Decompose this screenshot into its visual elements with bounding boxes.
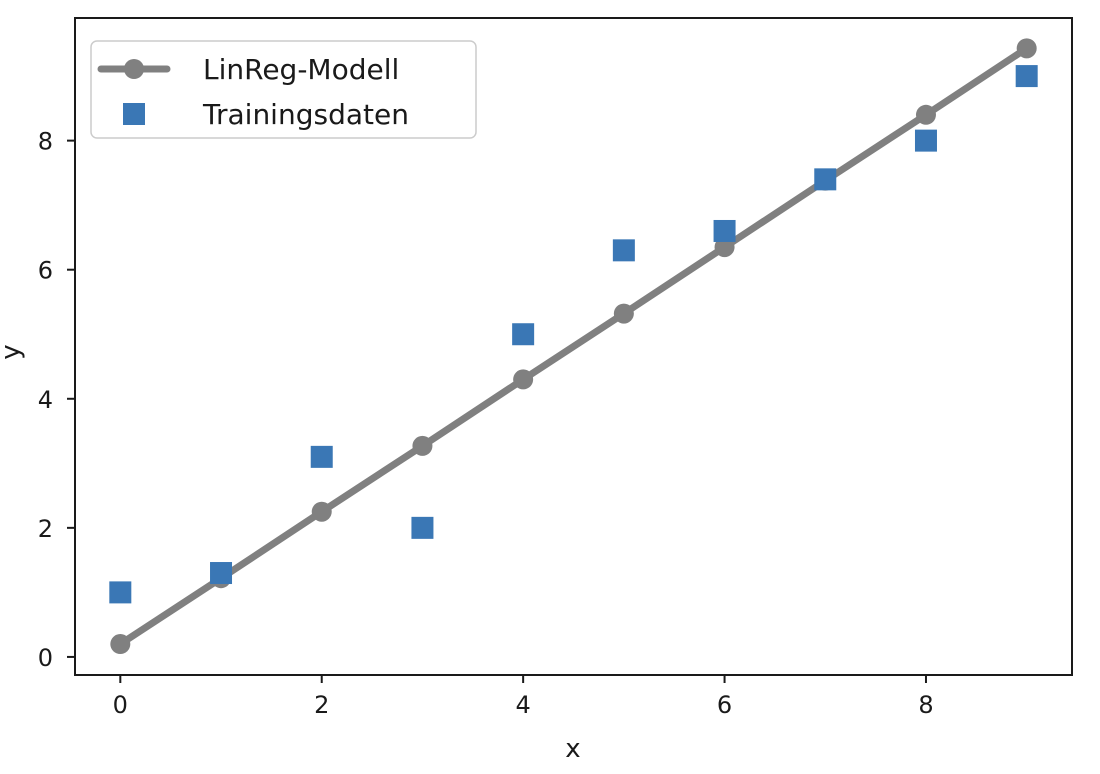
x-tick-label: 8 bbox=[918, 691, 933, 719]
regression-point bbox=[412, 435, 433, 456]
x-tick-label: 0 bbox=[113, 691, 128, 719]
x-tick-label: 2 bbox=[314, 691, 329, 719]
y-tick-label: 6 bbox=[38, 257, 53, 285]
training-data-point bbox=[612, 239, 635, 262]
y-tick-label: 4 bbox=[38, 386, 53, 414]
y-tick-label: 0 bbox=[38, 644, 53, 672]
training-data-point bbox=[914, 129, 937, 152]
regression-point bbox=[1016, 38, 1037, 59]
training-data-point bbox=[1015, 65, 1038, 88]
regression-point bbox=[613, 303, 634, 324]
y-tick-label: 8 bbox=[38, 128, 53, 156]
series-trainingsdaten bbox=[109, 65, 1038, 604]
legend-box bbox=[90, 40, 477, 139]
training-data-point bbox=[713, 219, 736, 242]
regression-point bbox=[714, 237, 735, 258]
x-tick-label: 6 bbox=[717, 691, 732, 719]
training-data-point bbox=[814, 168, 837, 191]
x-axis-label: x bbox=[565, 734, 580, 764]
legend-marker-circle bbox=[124, 59, 144, 79]
training-data-point bbox=[109, 581, 132, 604]
regression-point bbox=[915, 104, 936, 125]
regression-point bbox=[110, 634, 131, 655]
training-data-point bbox=[411, 516, 434, 539]
regression-point bbox=[513, 369, 534, 390]
training-data-point bbox=[310, 445, 333, 468]
training-data-point bbox=[210, 562, 233, 585]
training-data-point bbox=[512, 323, 535, 346]
x-tick-label: 4 bbox=[516, 691, 531, 719]
regression-point bbox=[311, 501, 332, 522]
legend-label: Trainingsdaten bbox=[202, 98, 409, 131]
y-axis-label: y bbox=[0, 344, 26, 359]
y-tick-label: 2 bbox=[38, 515, 53, 543]
legend-label: LinReg-Modell bbox=[203, 53, 399, 86]
regression-line bbox=[116, 44, 1031, 648]
legend-marker-square bbox=[123, 103, 145, 125]
